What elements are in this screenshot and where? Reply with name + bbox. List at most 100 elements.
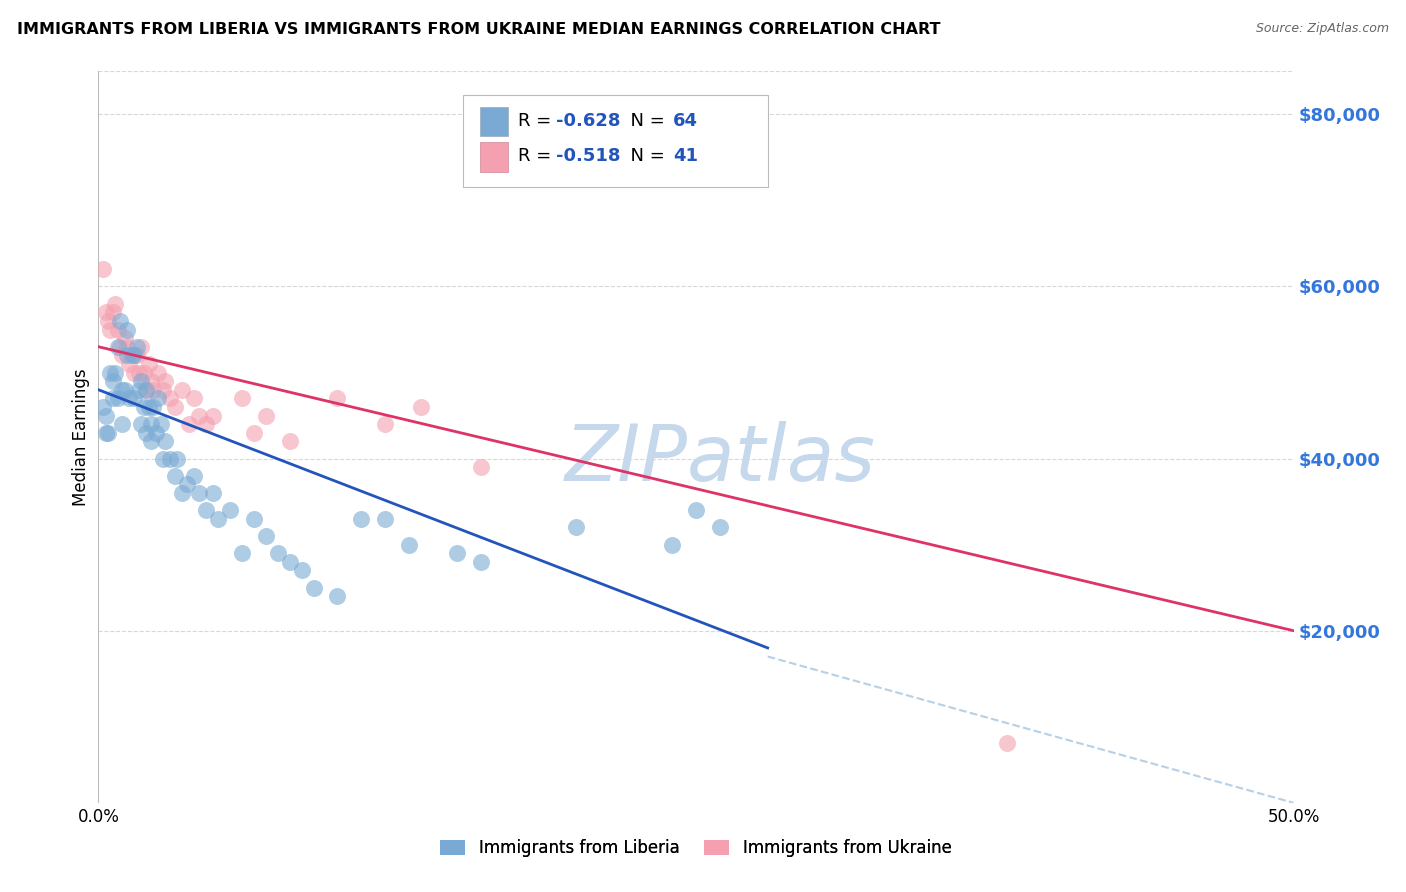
Point [163,400,186,414]
Point [94,425,117,440]
Point [114,383,136,397]
Point [124,366,146,380]
Point [98,366,122,380]
Point [121,348,143,362]
Point [115,348,138,362]
Point [142,400,165,414]
Point [145,425,167,440]
Point [187,486,209,500]
Point [411,400,433,414]
Point [179,417,201,432]
Point [350,512,373,526]
Point [470,555,492,569]
Point [202,486,225,500]
Point [104,296,127,310]
Point [131,417,153,432]
FancyBboxPatch shape [463,95,768,187]
Point [138,357,160,371]
Point [159,451,181,466]
Point [231,546,253,560]
Point [195,417,218,432]
Point [98,322,122,336]
Point [111,417,134,432]
Point [118,357,141,371]
Point [661,538,683,552]
Point [374,417,396,432]
Point [243,512,266,526]
Point [94,409,117,423]
FancyBboxPatch shape [479,143,509,171]
Text: -0.628: -0.628 [557,112,620,130]
Point [219,503,242,517]
Point [111,383,134,397]
Point [125,340,148,354]
Text: Source: ZipAtlas.com: Source: ZipAtlas.com [1256,22,1389,36]
Point [107,392,129,406]
Point [231,392,253,406]
Point [132,366,155,380]
Point [114,331,136,345]
Point [685,503,707,517]
Point [139,434,162,449]
Point [202,409,225,423]
Point [172,486,194,500]
Text: ZIPatlas: ZIPatlas [564,421,876,497]
Point [107,340,129,354]
Point [128,383,150,397]
Point [139,374,162,388]
Point [291,564,314,578]
Point [107,322,129,336]
Text: -0.518: -0.518 [557,147,620,165]
Point [326,392,349,406]
Point [91,400,114,414]
Point [135,425,157,440]
Point [159,392,181,406]
Point [176,477,198,491]
Point [155,434,177,449]
Point [254,409,277,423]
Point [94,305,117,319]
Point [139,417,162,432]
Point [108,340,131,354]
Point [398,538,420,552]
Point [124,392,146,406]
Point [135,383,157,397]
Legend: Immigrants from Liberia, Immigrants from Ukraine: Immigrants from Liberia, Immigrants from… [433,832,959,864]
Point [97,314,120,328]
Y-axis label: Median Earnings: Median Earnings [72,368,90,506]
Text: N =: N = [620,147,671,165]
Point [131,340,153,354]
Point [104,366,127,380]
Point [131,374,153,388]
Point [132,400,155,414]
Point [149,417,172,432]
Point [302,581,325,595]
Point [172,383,194,397]
Point [148,366,170,380]
Point [108,314,131,328]
Point [278,555,301,569]
Point [278,434,301,449]
Point [135,383,157,397]
Point [124,348,146,362]
Text: 41: 41 [673,147,699,165]
Point [207,512,229,526]
Point [125,348,148,362]
Point [254,529,277,543]
Point [183,468,205,483]
Point [111,348,134,362]
Point [97,425,120,440]
Point [326,589,349,603]
Point [995,735,1018,749]
Point [118,392,141,406]
Point [138,400,160,414]
Point [155,374,177,388]
Text: IMMIGRANTS FROM LIBERIA VS IMMIGRANTS FROM UKRAINE MEDIAN EARNINGS CORRELATION C: IMMIGRANTS FROM LIBERIA VS IMMIGRANTS FR… [17,22,941,37]
Point [128,366,150,380]
Text: N =: N = [620,112,671,130]
Point [101,305,124,319]
Point [91,262,114,277]
Point [183,392,205,406]
Text: 64: 64 [673,112,699,130]
Point [115,340,138,354]
